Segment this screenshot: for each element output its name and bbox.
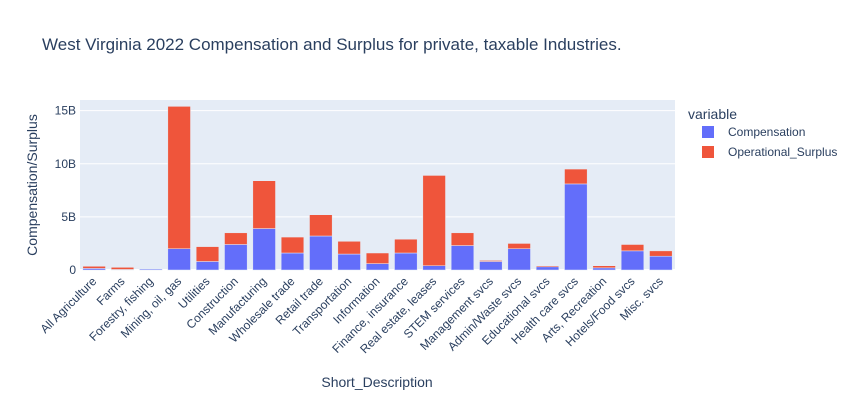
bar-compensation xyxy=(592,267,616,271)
bar-operational_surplus xyxy=(564,168,588,185)
bar-compensation xyxy=(564,183,588,271)
y-tick-label: 10B xyxy=(55,157,76,171)
bar-operational_surplus xyxy=(649,250,673,257)
bar-operational_surplus xyxy=(167,106,191,249)
bar-operational_surplus xyxy=(479,260,503,262)
y-tick-labels: 0 5B 10B 15B xyxy=(55,104,77,277)
bar-operational_surplus xyxy=(337,241,361,255)
bar-operational_surplus xyxy=(394,238,418,254)
bar-compensation xyxy=(167,248,191,271)
bar-compensation xyxy=(337,253,361,271)
bar-compensation xyxy=(139,268,163,271)
bar-compensation xyxy=(309,235,333,271)
bar-operational_surplus xyxy=(82,266,106,269)
bar-operational_surplus xyxy=(309,214,333,237)
bar-operational_surplus xyxy=(280,236,305,254)
y-tick-label: 5B xyxy=(61,210,76,224)
bars xyxy=(82,106,673,271)
y-tick-label: 15B xyxy=(55,104,76,118)
x-axis-title: Short_Description xyxy=(321,374,432,390)
bar-operational_surplus xyxy=(110,267,135,270)
y-axis-title: Compensation/Surplus xyxy=(24,114,40,256)
legend-item-label[interactable]: Operational_Surplus xyxy=(728,145,837,159)
bar-operational_surplus xyxy=(252,180,276,229)
bar-operational_surplus xyxy=(620,244,645,252)
bar-compensation xyxy=(280,252,305,271)
bar-operational_surplus xyxy=(507,243,531,249)
bar-operational_surplus xyxy=(365,252,390,264)
bar-compensation xyxy=(620,250,645,271)
bar-operational_surplus xyxy=(422,175,446,266)
bar-operational_surplus xyxy=(592,265,616,269)
bar-compensation xyxy=(479,261,503,271)
bar-operational_surplus xyxy=(195,246,220,262)
legend: variable Compensation Operational_Surplus xyxy=(688,106,837,159)
bar-operational_surplus xyxy=(450,232,475,246)
bar-compensation xyxy=(195,261,220,271)
chart-title: West Virginia 2022 Compensation and Surp… xyxy=(42,35,622,54)
bar-compensation xyxy=(224,244,248,271)
bar-compensation xyxy=(535,266,560,271)
bar-compensation xyxy=(365,263,390,271)
y-tick-label: 0 xyxy=(69,263,76,277)
legend-title: variable xyxy=(688,106,737,122)
x-tick-label: All Agriculture xyxy=(38,274,100,336)
legend-swatch[interactable] xyxy=(702,146,714,158)
bar-compensation xyxy=(450,245,475,271)
legend-item-label[interactable]: Compensation xyxy=(728,125,805,139)
bar-compensation xyxy=(252,228,276,271)
bar-compensation xyxy=(649,255,673,271)
bar-compensation xyxy=(422,265,446,271)
bar-compensation xyxy=(394,252,418,271)
bar-operational_surplus xyxy=(224,232,248,245)
legend-swatch[interactable] xyxy=(702,126,714,138)
bar-operational_surplus xyxy=(535,265,560,268)
bar-compensation xyxy=(507,248,531,271)
